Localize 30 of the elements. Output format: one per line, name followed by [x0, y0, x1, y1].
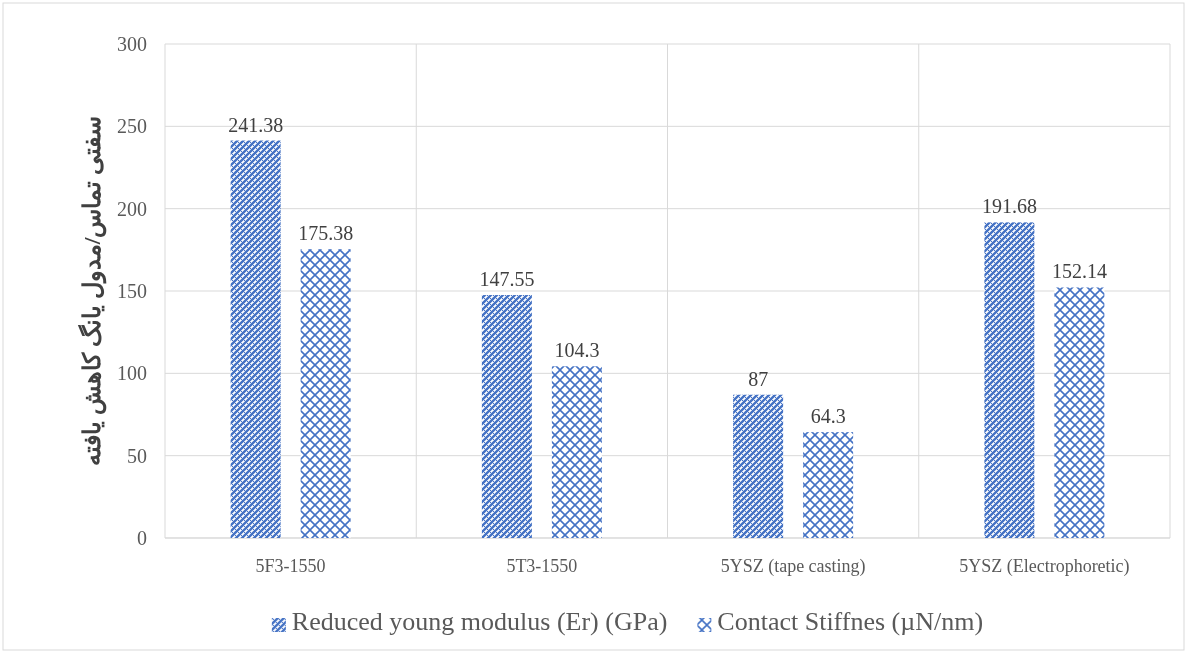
x-tick-label: 5YSZ (Electrophoretic) [959, 556, 1130, 577]
x-tick-label: 5YSZ (tape casting) [720, 556, 866, 577]
y-tick-label: 100 [117, 362, 147, 385]
data-label: 152.14 [1051, 260, 1107, 283]
y-tick-label: 300 [117, 33, 147, 55]
data-label: 87 [748, 367, 769, 390]
legend-label: Reduced young modulus (Er) (GPa) [291, 607, 668, 636]
y-tick-label: 150 [117, 280, 147, 302]
legend-label: Contact Stiffnes (µN/nm) [717, 607, 984, 636]
bar [1054, 287, 1105, 538]
x-tick-label: 5T3-1550 [506, 556, 578, 576]
data-label: 104.3 [554, 339, 600, 362]
bar [300, 249, 351, 538]
data-label: 191.68 [981, 195, 1037, 218]
bar [733, 394, 784, 538]
x-tick-label: 5F3-1550 [255, 556, 326, 576]
bar [481, 295, 532, 538]
bar [984, 222, 1035, 538]
y-tick-label: 50 [127, 444, 147, 467]
y-tick-label: 0 [137, 527, 147, 549]
data-label: 241.38 [228, 113, 284, 136]
data-label: 175.38 [298, 222, 354, 245]
y-tick-label: 200 [117, 197, 147, 220]
data-label: 64.3 [810, 405, 846, 428]
bar [230, 140, 281, 538]
bar [803, 432, 854, 538]
y-tick-label: 250 [117, 115, 147, 138]
data-label: 147.55 [479, 268, 535, 291]
bar [551, 366, 602, 538]
y-axis-title: سفتی تماس/مدول یانگ کاهش یافته [77, 115, 107, 467]
